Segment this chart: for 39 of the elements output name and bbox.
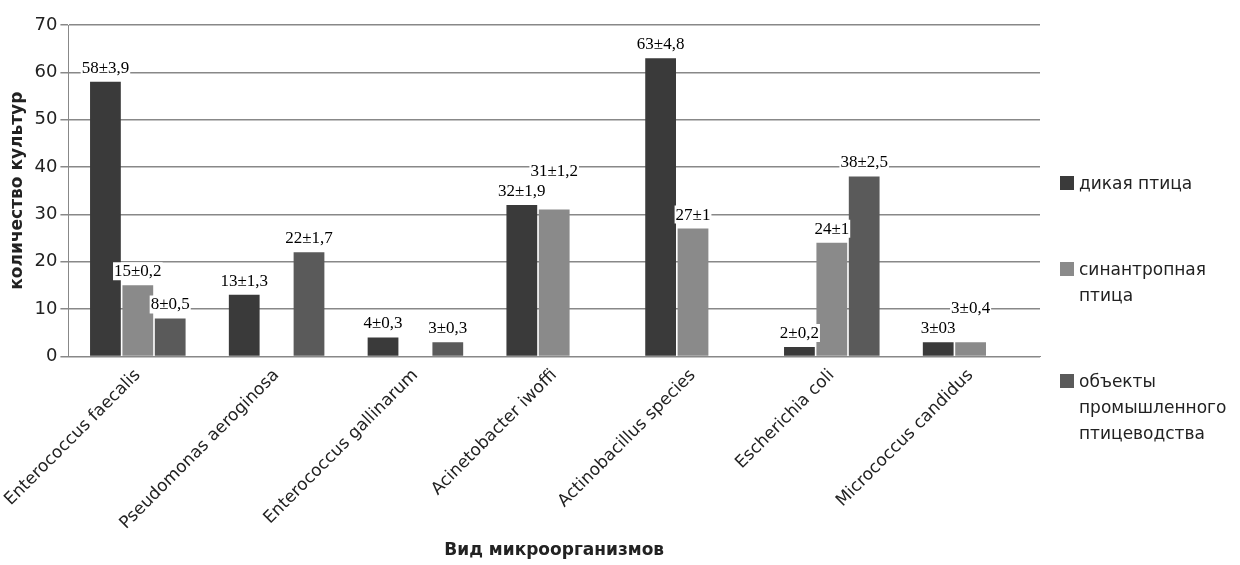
legend-label: объекты промышленного птицеводства [1079, 370, 1228, 445]
x-axis-title: Вид микроорганизмов [444, 539, 665, 560]
data-label: 3±03 [920, 318, 956, 338]
data-label: 2±0,2 [779, 322, 819, 342]
data-label: 32±1,9 [498, 180, 546, 200]
y-tick-label: 70 [34, 12, 58, 34]
y-tick-label: 30 [34, 202, 58, 224]
bar [848, 176, 880, 356]
y-tick-label: 10 [34, 296, 58, 318]
data-label: 3±0,3 [428, 318, 468, 338]
bar [922, 342, 954, 356]
data-label: 4±0,3 [363, 313, 403, 333]
y-tick-label: 50 [34, 107, 58, 129]
data-label: 31±1,2 [530, 160, 579, 180]
y-tick-label: 40 [34, 154, 58, 176]
data-label: 13±1,3 [220, 270, 269, 290]
y-tick-label: 20 [34, 249, 58, 271]
data-label: 27±1 [675, 204, 711, 224]
data-label: 38±2,5 [840, 152, 888, 172]
bar [506, 204, 538, 356]
y-axis-title: количество культур [5, 91, 26, 290]
bar [432, 342, 464, 356]
data-label: 58±3,9 [81, 57, 130, 77]
bar [784, 346, 815, 356]
data-label: 8±0,5 [150, 294, 190, 314]
y-tick-label: 0 [45, 344, 58, 366]
bar [367, 337, 399, 356]
bar [154, 318, 186, 356]
data-label: 22±1,7 [285, 228, 334, 248]
bar [645, 58, 676, 356]
bar [228, 294, 260, 356]
y-tick-label: 60 [34, 60, 58, 82]
bar [293, 252, 325, 356]
data-label: 24±1 [814, 218, 850, 238]
legend-label: синантропная птица [1079, 258, 1207, 307]
data-label: 3±0,4 [951, 298, 991, 318]
legend-label: дикая птица [1079, 172, 1193, 195]
data-label: 63±4,8 [636, 34, 685, 54]
data-label: 15±0,2 [114, 261, 162, 281]
